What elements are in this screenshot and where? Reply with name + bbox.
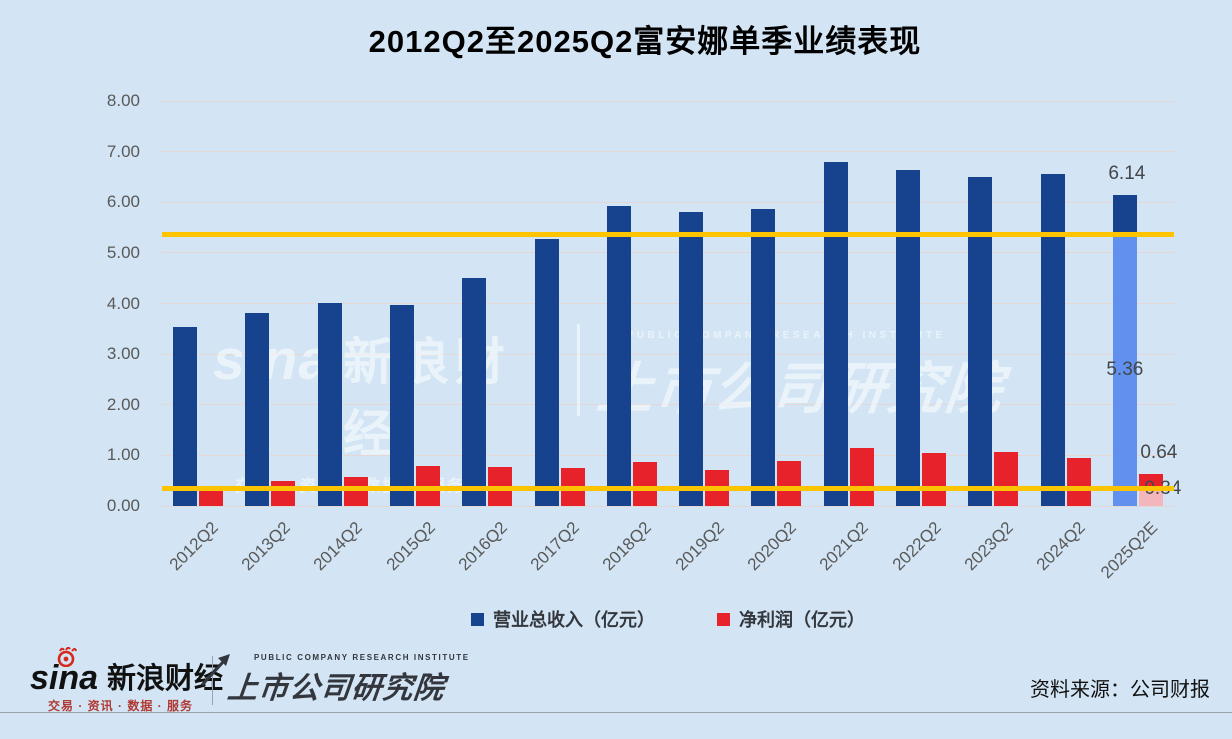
x-axis-label-2019Q2: 2019Q2 <box>671 518 728 575</box>
bar-revenue-2015Q2 <box>390 305 414 506</box>
y-axis-tick-label: 6.00 <box>106 192 140 212</box>
footer-rule <box>0 712 1232 713</box>
bar-profit-2024Q2 <box>1066 457 1091 506</box>
data-source-text: 资料来源：公司财报 <box>1030 679 1210 701</box>
gridline <box>162 201 1174 203</box>
institute-english-text: PUBLIC COMPANY RESEARCH INSTITUTE <box>254 653 470 662</box>
x-axis-label-2024Q2: 2024Q2 <box>1032 518 1089 575</box>
y-axis-tick-label: 2.00 <box>106 394 140 414</box>
sina-brand-text: 新浪财经 <box>107 663 224 695</box>
reference-line-0.34 <box>162 486 1174 492</box>
gridline <box>162 303 1174 304</box>
watermark-sina-logo: sina <box>213 328 332 392</box>
bar-profit-2018Q2 <box>632 462 657 506</box>
reference-line-5.36 <box>162 232 1174 238</box>
bar-revenue-2022Q2 <box>896 169 920 506</box>
institute-arrow-icon <box>200 654 230 687</box>
bar-value-label-revenue-base: 5.36 <box>1106 359 1144 381</box>
bar-revenue-2018Q2 <box>606 205 631 506</box>
x-axis-label-2025Q2E: 2025Q2E <box>1097 518 1162 583</box>
bar-revenue-2023Q2 <box>968 176 993 506</box>
bar-profit-forecast-top-2025Q2E <box>1138 473 1163 489</box>
bar-value-label-profit-total: 0.64 <box>1140 441 1178 463</box>
x-axis-label-2016Q2: 2016Q2 <box>454 518 511 575</box>
gridline <box>162 454 1174 456</box>
x-axis-label-2018Q2: 2018Q2 <box>599 518 656 575</box>
bar-profit-2014Q2 <box>343 477 368 506</box>
bar-profit-2012Q2 <box>199 490 224 506</box>
x-axis-label-2021Q2: 2021Q2 <box>815 518 873 575</box>
bar-revenue-2014Q2 <box>317 302 342 506</box>
x-axis-label-2023Q2: 2023Q2 <box>960 518 1017 575</box>
bar-revenue-2019Q2 <box>679 211 704 506</box>
gridline <box>162 100 1174 102</box>
x-axis-label-2022Q2: 2022Q2 <box>888 518 945 575</box>
institute-logo: PUBLIC COMPANY RESEARCH INSTITUTE 上市公司研究… <box>225 653 470 707</box>
bar-value-label-revenue-total: 6.14 <box>1108 163 1146 185</box>
bar-revenue-2021Q2 <box>823 161 848 506</box>
legend-swatch-revenue-icon <box>471 612 484 626</box>
gridline <box>162 252 1174 254</box>
y-axis-tick-label: 7.00 <box>106 141 140 161</box>
gridline <box>162 151 1174 153</box>
bar-revenue-2024Q2 <box>1040 173 1065 506</box>
x-axis-label-2020Q2: 2020Q2 <box>743 518 800 575</box>
legend-label-revenue: 营业总收入（亿元） <box>493 610 655 630</box>
bar-profit-2015Q2 <box>416 466 440 506</box>
bar-profit-forecast-base-2025Q2E <box>1138 488 1163 506</box>
bar-revenue-forecast-base-2025Q2E <box>1112 234 1137 506</box>
watermark-divider <box>577 324 580 416</box>
chart-legend: 营业总收入（亿元） 净利润（亿元） <box>162 606 1174 632</box>
bar-profit-2023Q2 <box>994 451 1019 506</box>
legend-item-revenue: 营业总收入（亿元） <box>471 606 655 632</box>
bar-profit-2020Q2 <box>777 460 802 506</box>
institute-chinese-text: 上市公司研究院 <box>225 672 447 705</box>
watermark-sina-brand: 新浪财经 <box>343 334 512 462</box>
x-axis-label-2015Q2: 2015Q2 <box>382 518 439 575</box>
bar-profit-2013Q2 <box>271 480 296 506</box>
bar-revenue-2012Q2 <box>173 327 198 506</box>
x-axis-label-2014Q2: 2014Q2 <box>309 518 367 575</box>
y-axis-tick-label: 0.00 <box>106 496 140 515</box>
bar-revenue-2016Q2 <box>462 278 487 506</box>
bar-profit-2016Q2 <box>488 466 513 506</box>
y-axis-tick-label: 8.00 <box>106 91 140 110</box>
y-axis-tick-label: 3.00 <box>106 344 140 364</box>
bar-revenue-forecast-top-2025Q2E <box>1112 195 1137 235</box>
chart-title: 2012Q2至2025Q2富安娜单季业绩表现 <box>368 24 922 59</box>
y-axis-tick-label: 5.00 <box>106 242 140 262</box>
bar-revenue-2017Q2 <box>534 238 559 506</box>
y-axis-tick-label: 1.00 <box>106 445 140 465</box>
legend-label-profit: 净利润（亿元） <box>739 610 865 630</box>
y-axis-tick-label: 4.00 <box>106 293 140 313</box>
x-axis-label-2017Q2: 2017Q2 <box>526 518 583 575</box>
x-axis-label-2012Q2: 2012Q2 <box>165 518 222 575</box>
footer-divider <box>212 656 213 705</box>
bar-profit-2021Q2 <box>849 447 874 506</box>
sina-finance-logo: sina 新浪财经 交易 · 资讯 · 数据 · 服务 <box>30 647 224 714</box>
legend-item-profit: 净利润（亿元） <box>717 606 865 632</box>
x-axis-label-2013Q2: 2013Q2 <box>237 518 294 575</box>
gridline <box>162 353 1174 355</box>
gridline <box>162 505 1174 507</box>
bar-revenue-2013Q2 <box>245 313 270 506</box>
sina-eye-icon <box>57 647 77 667</box>
bar-revenue-2020Q2 <box>751 208 776 506</box>
legend-swatch-profit-icon <box>717 612 730 626</box>
gridline <box>162 404 1174 406</box>
sina-tagline: 交易 · 资讯 · 数据 · 服务 <box>48 699 193 713</box>
bar-profit-2022Q2 <box>922 452 946 506</box>
